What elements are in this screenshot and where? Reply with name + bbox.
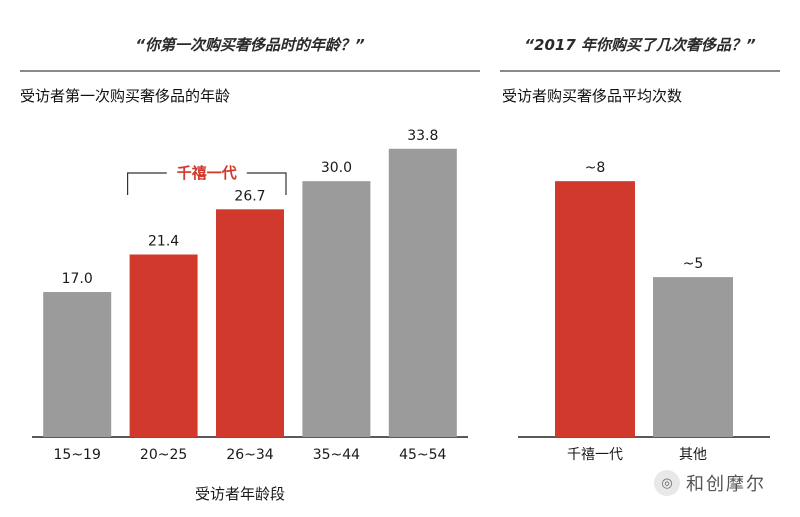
- tick-label-2-1: 千禧一代: [567, 447, 623, 463]
- right-panel-subtitle: 受访者购买奢侈品平均次数: [502, 87, 683, 105]
- tick-label-1-4: 35~44: [313, 447, 360, 463]
- left-panel-header: “你第一次购买奢侈品时的年龄？”: [135, 36, 365, 54]
- data-label-1-5: 33.8: [407, 128, 438, 144]
- data-label-2-2: ~5: [683, 256, 704, 272]
- bar-2-其他: [653, 277, 733, 437]
- data-label-2-1: ~8: [585, 160, 606, 176]
- watermark-text: 和创摩尔: [686, 474, 766, 495]
- bar-1-45~54: [388, 148, 457, 437]
- bar-1-35~44: [302, 181, 371, 437]
- bar-2-千禧一代: [555, 181, 635, 437]
- tick-label-1-2: 20~25: [140, 447, 187, 463]
- data-label-1-2: 21.4: [148, 234, 179, 250]
- data-label-1-4: 30.0: [321, 160, 352, 176]
- bracket-right: [246, 172, 287, 195]
- data-label-1-1: 17.0: [62, 271, 93, 287]
- wechat-icon: ◎: [654, 470, 680, 496]
- bar-1-20~25: [129, 254, 198, 437]
- tick-label-1-5: 45~54: [399, 447, 446, 463]
- left-panel-rule: [20, 70, 480, 72]
- data-label-1-3: 26.7: [234, 188, 265, 204]
- right-panel-header: “2017 年你购买了几次奢侈品？”: [524, 36, 756, 54]
- bracket-left: [127, 172, 167, 195]
- right-panel-rule: [500, 70, 780, 72]
- tick-label-1-3: 26~34: [226, 447, 273, 463]
- bracket-label: 千禧一代: [177, 164, 237, 182]
- bar-1-26~34: [216, 209, 284, 437]
- tick-label-1-1: 15~19: [54, 447, 101, 463]
- watermark: ◎ 和创摩尔: [654, 470, 766, 496]
- tick-label-2-2: 其他: [679, 447, 707, 463]
- x-axis-title-1: 受访者年龄段: [195, 485, 285, 503]
- left-panel-subtitle: 受访者第一次购买奢侈品的年龄: [20, 87, 231, 105]
- bar-1-15~19: [43, 292, 112, 437]
